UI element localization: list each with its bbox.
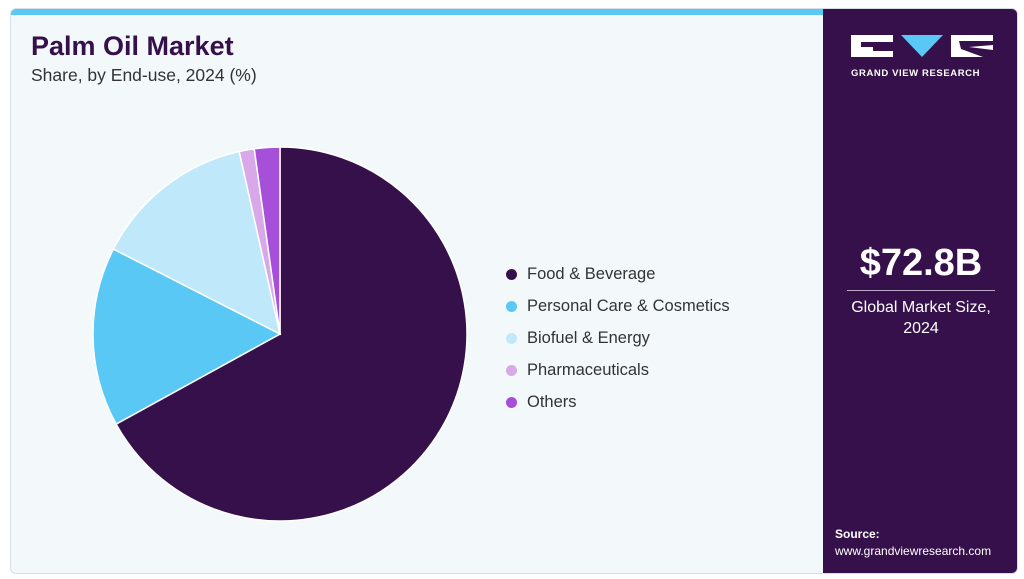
pie-slice-personal-care-cosmetics xyxy=(92,248,282,426)
chart-card: Palm Oil Market Share, by End-use, 2024 … xyxy=(10,8,1018,574)
source-label: Source: xyxy=(835,527,880,541)
legend-item: Others xyxy=(506,386,730,418)
logo-icon xyxy=(851,35,993,57)
legend-label: Others xyxy=(527,392,577,411)
legend-label: Pharmaceuticals xyxy=(527,360,649,379)
legend-swatch xyxy=(506,268,517,280)
legend-item: Personal Care & Cosmetics xyxy=(506,290,730,322)
legend-swatch xyxy=(506,332,517,344)
legend-item: Pharmaceuticals xyxy=(506,354,730,386)
side-panel: GRAND VIEW RESEARCH $72.8B Global Market… xyxy=(823,9,1017,573)
accent-bar xyxy=(11,9,823,15)
pie-slice-others xyxy=(253,146,281,335)
brand-name: GRAND VIEW RESEARCH xyxy=(851,68,981,79)
value-divider xyxy=(847,290,995,291)
source-link[interactable]: www.grandviewresearch.com xyxy=(835,544,992,558)
legend-label: Biofuel & Energy xyxy=(527,328,650,347)
legend-swatch xyxy=(506,300,517,312)
legend-item: Food & Beverage xyxy=(506,258,730,290)
chart-legend: Food & Beverage Personal Care & Cosmetics… xyxy=(506,258,730,418)
legend-item: Biofuel & Energy xyxy=(506,322,730,354)
chart-subtitle: Share, by End-use, 2024 (%) xyxy=(31,65,257,85)
legend-swatch xyxy=(506,364,517,376)
market-size-label: Global Market Size, 2024 xyxy=(851,299,991,337)
chart-title: Palm Oil Market xyxy=(31,31,234,61)
legend-swatch xyxy=(506,396,517,408)
market-size-value: $72.8B xyxy=(859,242,983,284)
brand-logo: GRAND VIEW RESEARCH xyxy=(851,33,993,83)
pie-slice-food-beverage xyxy=(115,146,468,522)
pie-slice-biofuel-energy xyxy=(112,150,282,336)
legend-label: Personal Care & Cosmetics xyxy=(527,296,730,315)
pie-chart xyxy=(92,146,468,522)
legend-label: Food & Beverage xyxy=(527,264,656,283)
